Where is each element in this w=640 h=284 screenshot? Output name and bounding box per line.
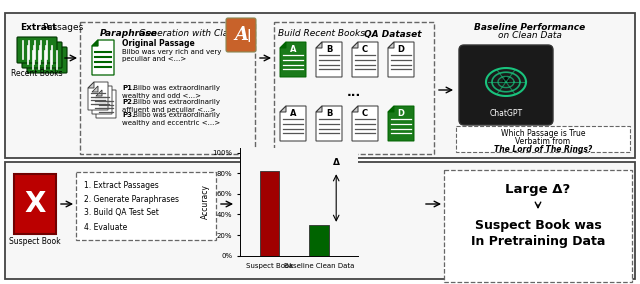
Polygon shape (280, 42, 306, 77)
Text: X: X (24, 190, 45, 218)
Text: D: D (397, 108, 404, 118)
Polygon shape (316, 42, 322, 48)
Text: 2. Generate Paraphrases: 2. Generate Paraphrases (84, 195, 179, 204)
Bar (5, 13, 635, 158)
Bar (14, 174, 56, 234)
Polygon shape (92, 40, 114, 75)
Bar (260, 171, 280, 256)
Text: 4. Evaluate: 4. Evaluate (84, 222, 127, 231)
Polygon shape (280, 106, 286, 112)
Text: P3.: P3. (122, 112, 135, 118)
Text: affluent and peculiar <...>: affluent and peculiar <...> (122, 107, 216, 113)
Text: A: A (290, 108, 296, 118)
Text: Build Recent Books: Build Recent Books (278, 30, 368, 39)
Bar (76, 172, 216, 240)
Text: wealthy and eccentric <...>: wealthy and eccentric <...> (122, 120, 220, 126)
Text: Verbatim from: Verbatim from (515, 137, 571, 145)
Text: Recent Books: Recent Books (11, 68, 63, 78)
Text: P2.: P2. (122, 99, 134, 105)
Text: wealthy and odd <...>: wealthy and odd <...> (122, 93, 201, 99)
FancyBboxPatch shape (226, 18, 256, 52)
Polygon shape (88, 82, 108, 110)
Text: QA Dataset: QA Dataset (364, 30, 422, 39)
Polygon shape (352, 106, 358, 112)
Text: peculiar and <...>: peculiar and <...> (122, 56, 186, 62)
FancyBboxPatch shape (22, 42, 62, 68)
Bar (309, 225, 329, 256)
Polygon shape (280, 42, 286, 48)
Bar (444, 170, 632, 282)
Text: Original Passage: Original Passage (122, 39, 195, 49)
Text: Bilbo was very rich and very: Bilbo was very rich and very (122, 49, 221, 55)
Bar (80, 22, 255, 154)
Polygon shape (352, 106, 378, 141)
Text: Passages: Passages (42, 22, 84, 32)
Polygon shape (316, 106, 342, 141)
Text: Suspect Book: Suspect Book (9, 237, 61, 245)
Polygon shape (92, 86, 98, 92)
Text: |: | (246, 28, 252, 41)
Text: Bilbo was extraordinarily: Bilbo was extraordinarily (131, 112, 220, 118)
Text: Large Δ?: Large Δ? (506, 183, 571, 197)
Polygon shape (96, 90, 102, 96)
Text: C: C (362, 45, 368, 53)
Text: Baseline Performance: Baseline Performance (474, 22, 586, 32)
Bar (5, 162, 635, 279)
Polygon shape (92, 86, 112, 114)
Text: C: C (362, 108, 368, 118)
Polygon shape (388, 106, 414, 141)
Text: Which Passage is True: Which Passage is True (500, 128, 585, 137)
Text: Bilbo was extraordinarily: Bilbo was extraordinarily (131, 99, 220, 105)
Polygon shape (388, 106, 394, 112)
Polygon shape (316, 106, 322, 112)
FancyBboxPatch shape (27, 47, 67, 73)
Text: 1. Extract Passages: 1. Extract Passages (84, 181, 159, 189)
Text: D: D (397, 45, 404, 53)
Polygon shape (352, 42, 358, 48)
Polygon shape (92, 40, 98, 46)
Bar (456, 126, 630, 152)
Polygon shape (352, 42, 378, 77)
Polygon shape (316, 42, 342, 77)
Text: A: A (234, 26, 248, 44)
Text: Generation with Claude: Generation with Claude (136, 30, 245, 39)
Text: The Lord of The Rings?: The Lord of The Rings? (494, 145, 592, 153)
Text: ...: ... (347, 85, 361, 99)
Polygon shape (96, 90, 116, 118)
Text: B: B (326, 108, 332, 118)
Text: Δ: Δ (333, 158, 340, 167)
FancyBboxPatch shape (459, 45, 553, 125)
FancyBboxPatch shape (17, 37, 57, 63)
Text: In Pretraining Data: In Pretraining Data (471, 235, 605, 248)
Polygon shape (88, 82, 94, 88)
Text: 3. Build QA Test Set: 3. Build QA Test Set (84, 208, 159, 218)
Polygon shape (388, 42, 394, 48)
Polygon shape (388, 42, 414, 77)
Polygon shape (280, 106, 306, 141)
Text: Bilbo was extraordinarily: Bilbo was extraordinarily (131, 85, 220, 91)
Y-axis label: Accuracy: Accuracy (200, 184, 209, 219)
Text: Suspect Book was: Suspect Book was (475, 218, 602, 231)
Text: ChatGPT: ChatGPT (490, 108, 523, 118)
Text: B: B (326, 45, 332, 53)
Text: A: A (290, 45, 296, 53)
Text: Extract: Extract (20, 22, 56, 32)
Text: P1.: P1. (122, 85, 135, 91)
Bar (274, 22, 434, 154)
Text: on Clean Data: on Clean Data (498, 32, 562, 41)
Text: Paraphrase: Paraphrase (100, 30, 157, 39)
